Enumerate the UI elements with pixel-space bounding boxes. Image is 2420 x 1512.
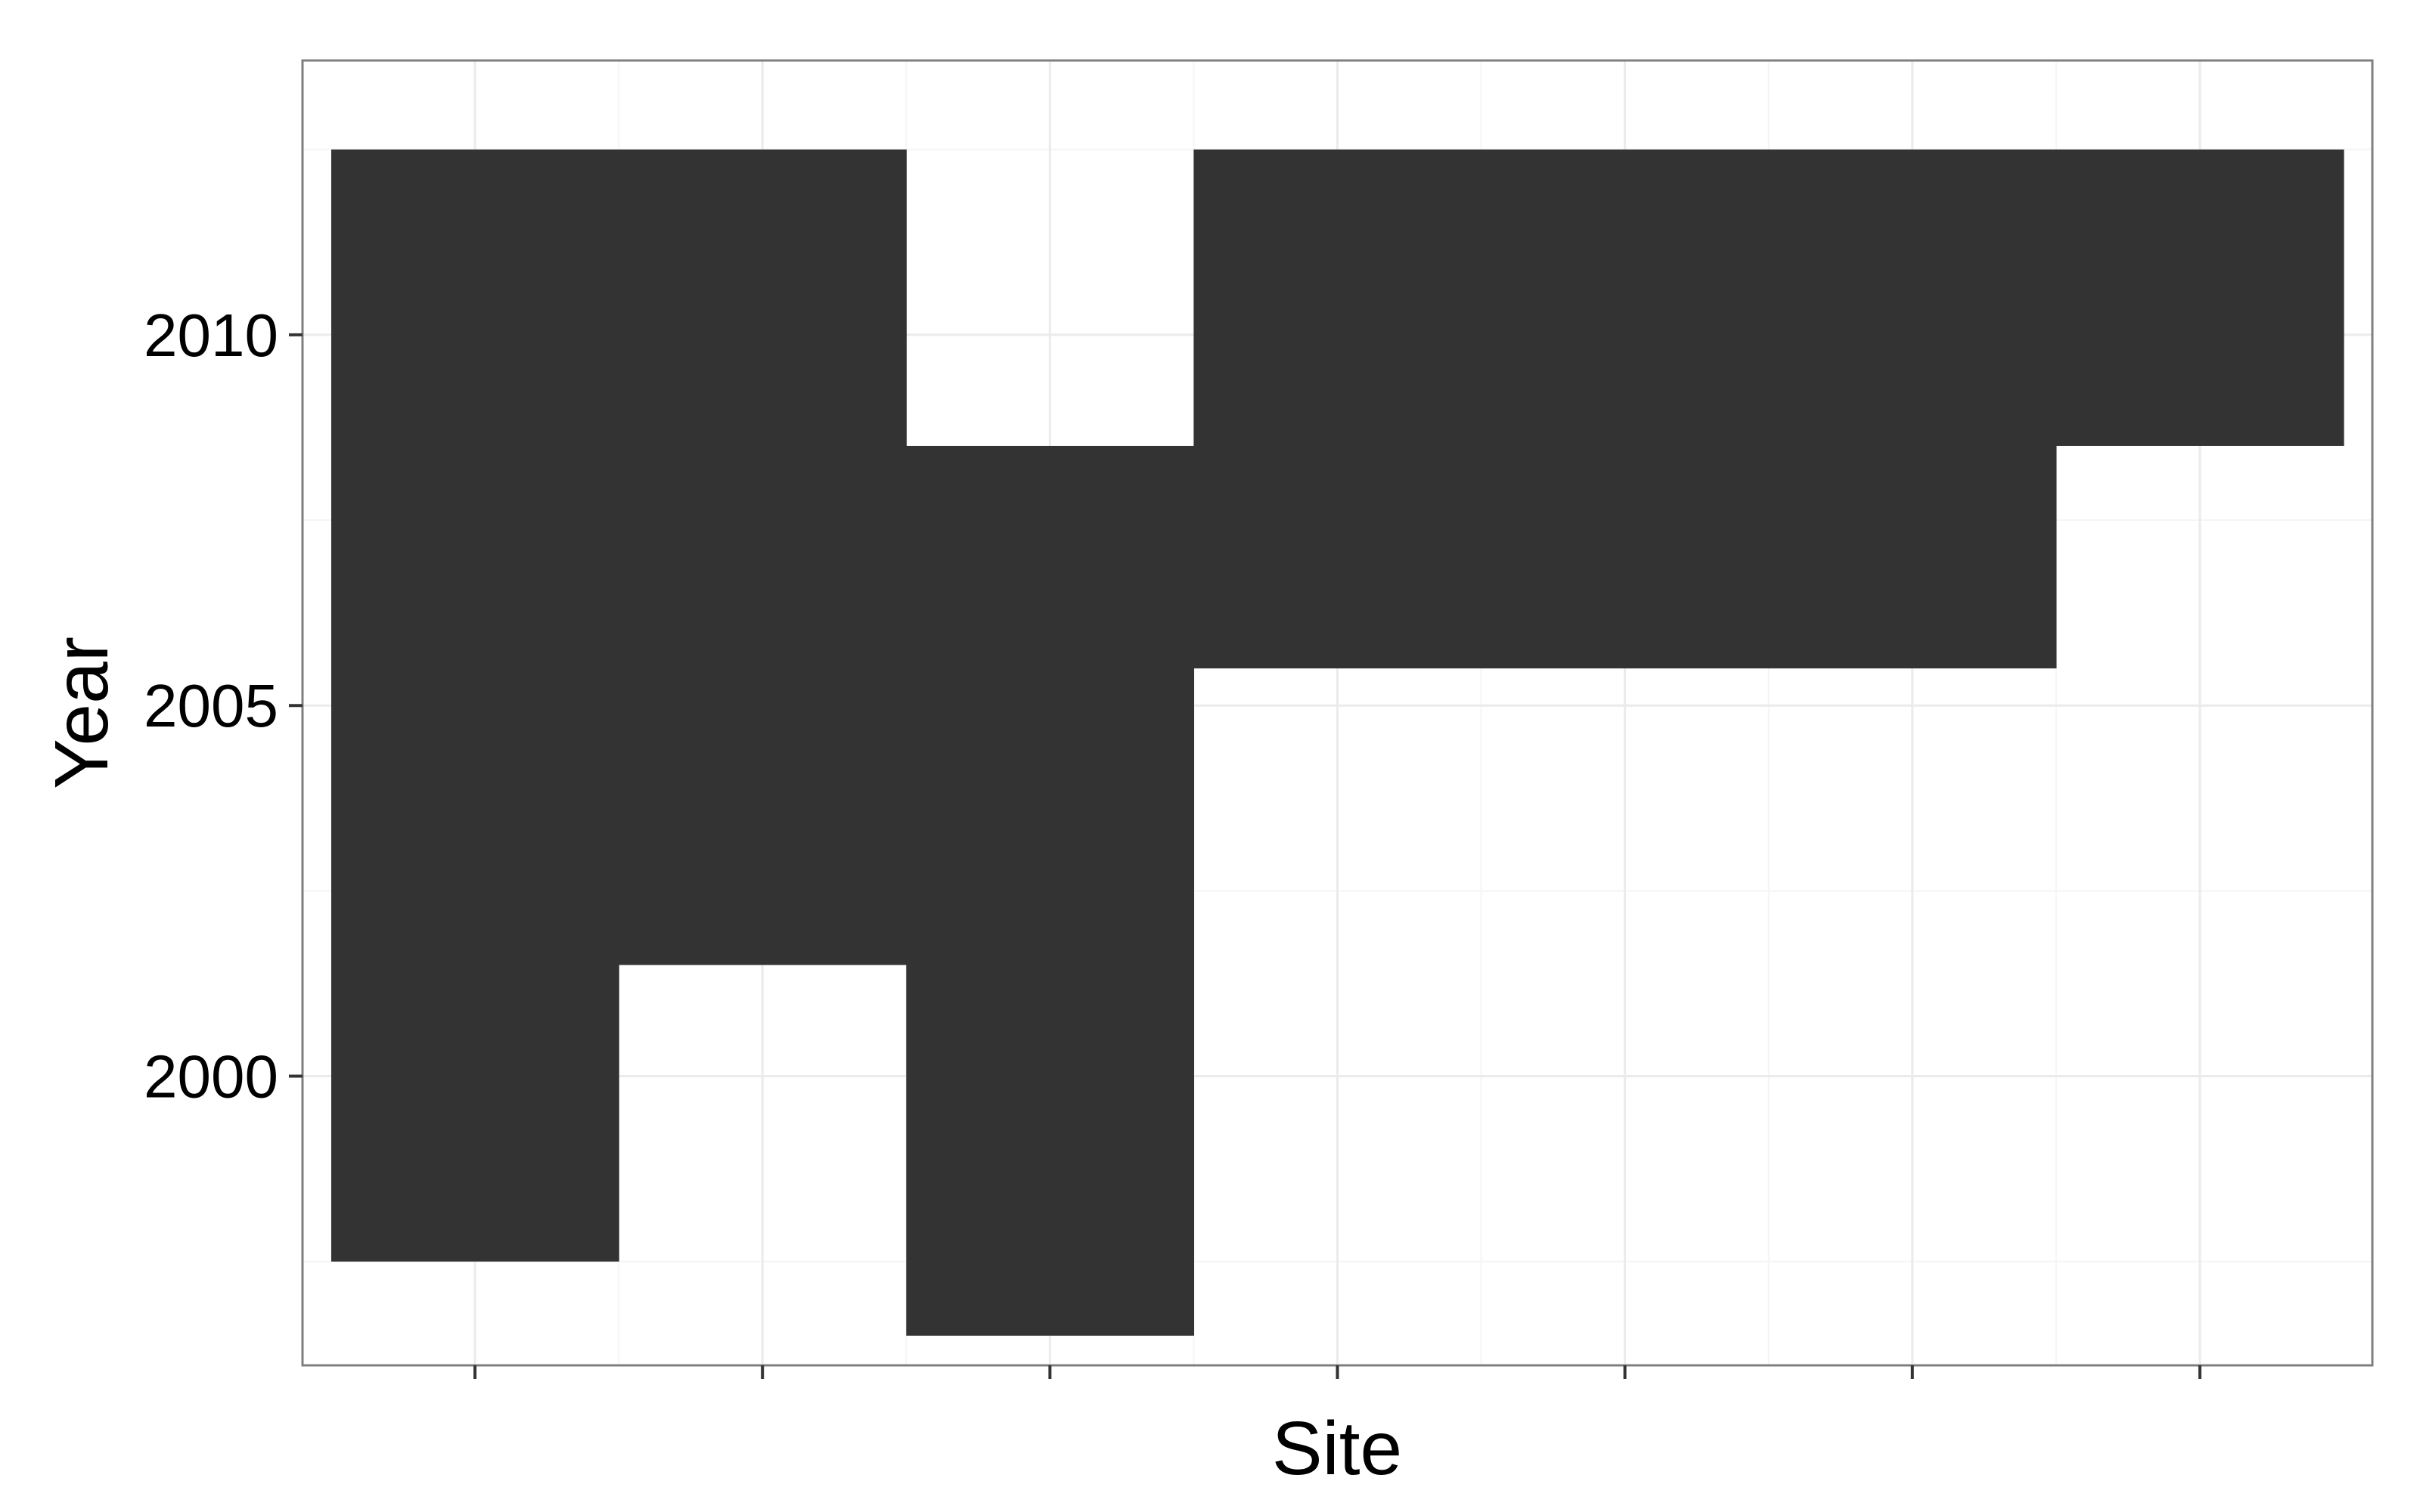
y-tick-label: 2005: [144, 672, 278, 739]
tile-site-6-years-2006-2012: [1768, 149, 2057, 669]
tile-site-1-years-1998-2012: [331, 149, 619, 1262]
tile-layer: [331, 149, 2344, 1336]
x-axis-title: Site: [1272, 1406, 1402, 1491]
y-tick-label: 2010: [144, 302, 278, 369]
tile-site-2-years-2002-2012: [619, 149, 907, 965]
axis-layer: 2000 2005 2010: [144, 302, 2201, 1379]
tile-site-3-years-1997-2008: [906, 445, 1195, 1336]
y-axis-title: Year: [39, 637, 124, 789]
y-tick-label: 2000: [144, 1043, 278, 1111]
tile-site-4-years-2006-2012: [1193, 149, 1482, 669]
tile-site-7-years-2009-2012: [2055, 149, 2344, 446]
tile-site-5-years-2006-2012: [1481, 149, 1770, 669]
